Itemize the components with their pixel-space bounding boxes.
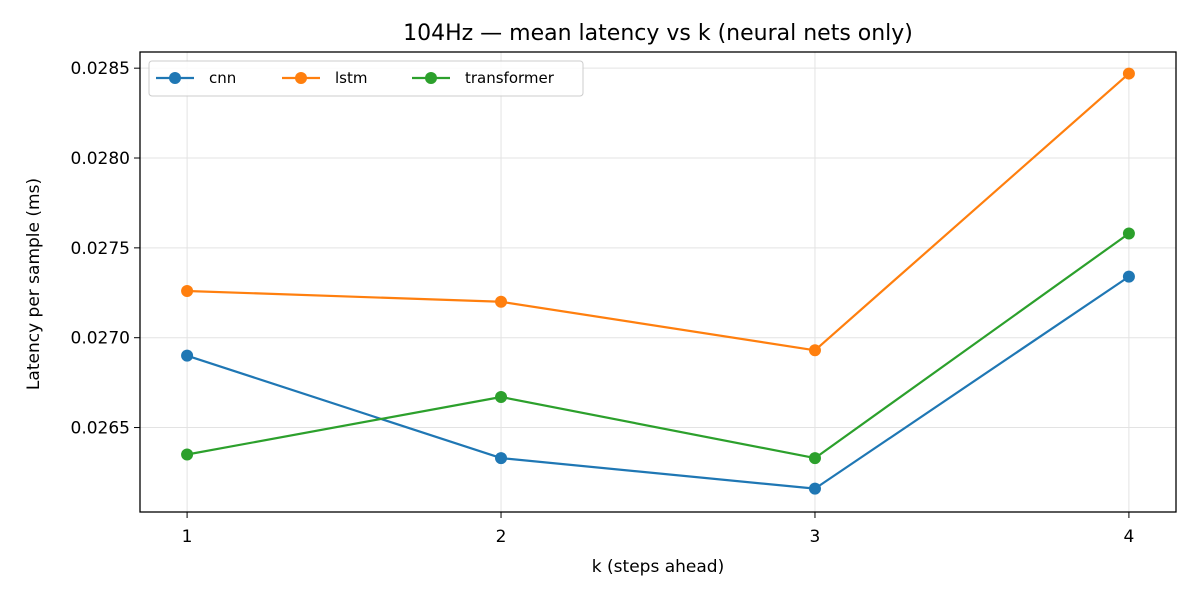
x-tick-label: 2 — [496, 527, 507, 547]
y-tick-label: 0.0275 — [71, 239, 130, 259]
legend-label-lstm: lstm — [335, 69, 367, 87]
data-point-transformer — [808, 452, 821, 465]
y-tick-label: 0.0270 — [71, 329, 130, 349]
x-tick-label: 4 — [1123, 527, 1134, 547]
x-tick-label: 3 — [810, 527, 821, 547]
axis-ticks: 1 2 3 4 0.0265 0.0270 0.0275 0.0280 0.0285 — [71, 59, 1135, 547]
legend-box — [148, 60, 584, 97]
plot-frame — [139, 51, 1177, 513]
y-axis-label: Latency per sample (ms) — [24, 178, 44, 390]
data-point-cnn — [1122, 270, 1135, 283]
x-tick-label: 1 — [182, 527, 193, 547]
legend-label-transformer: transformer — [465, 69, 555, 87]
legend-label-cnn: cnn — [209, 69, 236, 87]
legend-marker-transformer — [425, 72, 437, 84]
data-point-transformer — [181, 448, 194, 461]
x-axis-label: k (steps ahead) — [592, 557, 724, 577]
series-line-lstm — [187, 72, 1130, 352]
chart-title: 104Hz — mean latency vs k (neural nets o… — [403, 21, 913, 46]
legend: cnn lstm transformer — [148, 60, 584, 97]
series-line-transformer — [186, 232, 1130, 460]
y-tick-label: 0.0280 — [71, 149, 130, 169]
y-tick-label: 0.0265 — [71, 419, 130, 439]
legend-marker-cnn — [169, 72, 181, 84]
data-point-transformer — [1122, 227, 1135, 240]
data-point-lstm — [1122, 67, 1135, 80]
y-tick-label: 0.0285 — [71, 59, 130, 79]
data-point-lstm — [495, 295, 508, 308]
data-point-lstm — [808, 344, 821, 357]
series-line-cnn — [186, 275, 1130, 490]
legend-marker-lstm — [295, 72, 307, 84]
series-layer — [181, 67, 1135, 495]
data-point-lstm — [181, 284, 194, 297]
data-point-cnn — [181, 349, 194, 362]
data-point-cnn — [495, 452, 508, 465]
data-point-transformer — [495, 391, 508, 403]
data-point-cnn — [808, 482, 821, 495]
